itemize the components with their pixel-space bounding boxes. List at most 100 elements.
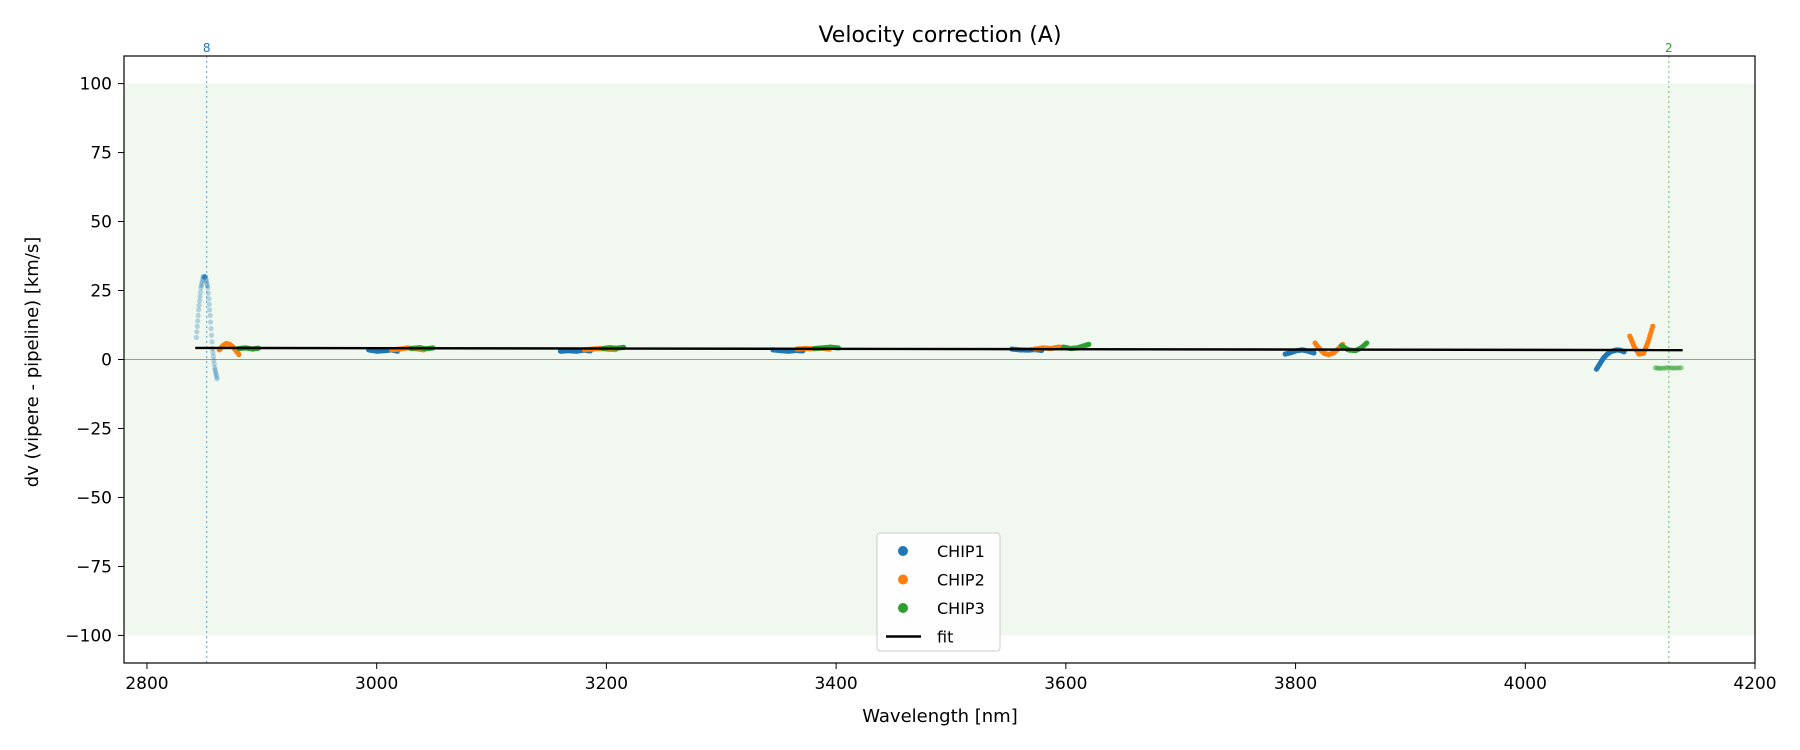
data-point (209, 339, 215, 345)
data-point (203, 276, 209, 282)
data-point (200, 274, 206, 280)
data-point (196, 302, 202, 309)
data-point (202, 274, 208, 280)
data-point (198, 285, 204, 291)
data-point (210, 349, 216, 355)
data-point (1652, 365, 1658, 371)
data-point (201, 274, 207, 280)
data-point (1660, 365, 1667, 371)
x-axis-title: Wavelength [nm] (862, 706, 1018, 727)
data-point (1655, 365, 1662, 371)
x-tick-label: 3800 (1274, 674, 1317, 694)
y-tick-label: 50 (90, 213, 112, 233)
data-point (1674, 365, 1680, 371)
data-point (205, 290, 211, 296)
legend-box (876, 532, 1001, 652)
data-point (1653, 365, 1659, 371)
legend-marker-CHIP2 (898, 574, 908, 585)
data-point (199, 280, 205, 286)
y-axis-title: dv (vipere - pipeline) [km/s] (22, 237, 43, 488)
data-point (212, 367, 218, 373)
data-point (198, 282, 205, 289)
data-point (201, 274, 207, 280)
data-point (1667, 365, 1674, 371)
legend-label-fit: fit (937, 628, 953, 647)
x-tick-label: 3600 (1044, 674, 1087, 694)
data-point (1659, 365, 1665, 371)
data-point (213, 371, 219, 377)
data-point (202, 274, 208, 280)
data-point (210, 353, 216, 359)
y-tick-label: −75 (76, 557, 112, 577)
x-tick-label: 2800 (125, 674, 168, 694)
data-point (208, 332, 215, 338)
data-point (205, 285, 211, 291)
legend: CHIP1 CHIP2 CHIP3 fit (876, 532, 1001, 652)
y-tick-label: −25 (76, 419, 112, 439)
data-point (199, 278, 205, 284)
data-point (1658, 365, 1664, 371)
data-point (196, 307, 202, 313)
data-point (213, 374, 220, 380)
y-tick-label: 25 (90, 282, 112, 302)
x-tick-label: 3400 (814, 674, 857, 694)
data-point (207, 312, 213, 318)
data-point (1677, 365, 1683, 371)
data-point (204, 282, 210, 289)
data-point (204, 280, 210, 286)
data-point (214, 376, 220, 382)
x-tick-label: 3000 (355, 674, 398, 694)
data-point (197, 293, 203, 300)
data-point (206, 301, 212, 307)
legend-label-CHIP2: CHIP2 (937, 571, 985, 590)
data-point (1654, 365, 1660, 371)
legend-marker-CHIP3 (898, 603, 908, 613)
y-tick-label: −50 (76, 488, 112, 508)
data-point (211, 361, 217, 367)
marker-label-0: 8 (203, 41, 211, 55)
data-point (1364, 340, 1370, 346)
axes: 2800 3000 3200 3400 3600 3800 4000 4200 −100 −75 −… (65, 55, 1777, 694)
y-tick-label: 100 (80, 75, 112, 95)
data-point (1665, 365, 1671, 371)
data-point (194, 323, 200, 329)
x-tick-label: 4200 (1733, 674, 1776, 694)
data-point (203, 278, 210, 284)
data-point (1663, 365, 1669, 371)
data-point (1671, 365, 1678, 371)
y-tick-label: 0 (101, 351, 112, 371)
data-point (1662, 365, 1668, 371)
data-point (1657, 365, 1663, 371)
data-point (211, 357, 217, 363)
data-point (1666, 365, 1672, 371)
legend-label-CHIP1: CHIP1 (937, 542, 985, 561)
data-point (202, 274, 209, 280)
chart-title: Velocity correction (A) (818, 23, 1061, 48)
y-tick-label: 75 (90, 144, 112, 164)
x-tick-label: 4000 (1504, 674, 1547, 694)
data-point (206, 296, 212, 302)
marker-label-1: 2 (1665, 41, 1673, 55)
data-point (208, 319, 214, 325)
data-point (193, 334, 199, 341)
data-point (1678, 365, 1685, 371)
data-point (1311, 350, 1317, 356)
data-point (1650, 323, 1656, 329)
fit-line (195, 346, 1683, 352)
data-point (1086, 341, 1092, 347)
data-point (1676, 365, 1682, 371)
data-point (1669, 365, 1675, 371)
data-point (195, 318, 201, 324)
data-point (1670, 365, 1676, 371)
data-point (212, 365, 218, 371)
data-point (236, 351, 242, 358)
x-tick-label: 3200 (585, 674, 628, 694)
data-point (197, 289, 204, 295)
legend-marker-CHIP1 (898, 546, 908, 556)
data-point (1673, 365, 1679, 371)
data-point (194, 329, 200, 335)
legend-label-CHIP3: CHIP3 (937, 599, 985, 618)
data-point (207, 307, 213, 313)
data-point (195, 312, 201, 318)
